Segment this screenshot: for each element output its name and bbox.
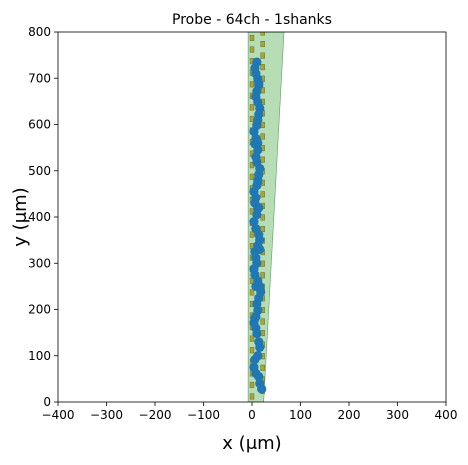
y-tick-label-3: 300 <box>28 256 51 270</box>
contact-0-25 <box>249 104 255 111</box>
y-tick-label-8: 800 <box>28 25 51 39</box>
data-point-62 <box>253 177 263 187</box>
data-point-59 <box>252 119 262 130</box>
contact-1-17 <box>260 191 265 198</box>
contact-1-10 <box>260 272 265 279</box>
contact-1-2 <box>260 364 265 371</box>
contact-1-14 <box>260 226 265 233</box>
y-tick-label-2: 200 <box>28 303 51 317</box>
data-point-58 <box>253 138 263 148</box>
x-tick-label-1: −300 <box>90 408 123 422</box>
x-tick-label-3: −100 <box>187 408 220 422</box>
contact-1-29 <box>260 52 265 59</box>
y-tick-label-7: 700 <box>28 71 51 85</box>
contact-1-22 <box>260 133 265 140</box>
data-point-56 <box>255 244 265 254</box>
x-tick-label-5: 100 <box>289 408 312 422</box>
y-tick-label-6: 600 <box>28 118 51 132</box>
data-point-8 <box>254 337 264 347</box>
y-tick-label-5: 500 <box>28 164 51 178</box>
x-axis-ticks: −400 −300 −200 −100 0 100 200 300 400 <box>42 402 458 422</box>
data-point-4 <box>249 362 259 372</box>
data-point-27 <box>251 223 261 234</box>
contact-0-0 <box>249 393 255 400</box>
contact-0-4 <box>249 347 255 354</box>
contact-0-1 <box>249 381 255 388</box>
x-tick-label-0: −400 <box>42 408 75 422</box>
y-axis-label: y (μm) <box>10 187 31 246</box>
y-axis-ticks: 0 100 200 300 400 500 600 700 800 <box>28 25 58 409</box>
contact-0-30 <box>249 46 255 53</box>
x-tick-label-4: 0 <box>248 408 256 422</box>
x-tick-label-7: 300 <box>386 408 409 422</box>
x-tick-label-2: −200 <box>139 408 172 422</box>
data-point-1 <box>255 378 265 389</box>
data-point-63 <box>254 78 264 88</box>
contact-1-30 <box>260 41 265 48</box>
x-tick-label-8: 400 <box>435 408 458 422</box>
y-tick-label-0: 0 <box>43 395 51 409</box>
y-tick-label-1: 100 <box>28 349 51 363</box>
chart-title: Probe - 64ch - 1shanks <box>172 12 332 28</box>
data-point-57 <box>254 203 264 213</box>
data-point-28 <box>249 217 259 227</box>
data-point-6 <box>253 351 263 361</box>
data-point-61 <box>250 314 260 324</box>
contact-1-6 <box>260 318 265 325</box>
data-point-55 <box>252 57 262 67</box>
contact-0-14 <box>249 231 255 238</box>
x-axis-label: x (μm) <box>222 433 281 454</box>
data-layer <box>247 32 285 402</box>
contact-0-19 <box>249 173 255 180</box>
contact-1-28 <box>260 64 265 71</box>
contact-0-31 <box>249 34 255 42</box>
contact-1-15 <box>260 214 265 221</box>
contact-0-27 <box>249 81 255 88</box>
data-point-39 <box>251 152 261 162</box>
y-tick-label-4: 400 <box>28 210 51 224</box>
contact-0-5 <box>249 335 255 342</box>
data-point-60 <box>251 281 261 291</box>
contact-1-31 <box>260 32 265 36</box>
contact-0-9 <box>249 289 255 296</box>
x-tick-label-6: 200 <box>338 408 361 422</box>
contact-1-20 <box>260 156 265 163</box>
